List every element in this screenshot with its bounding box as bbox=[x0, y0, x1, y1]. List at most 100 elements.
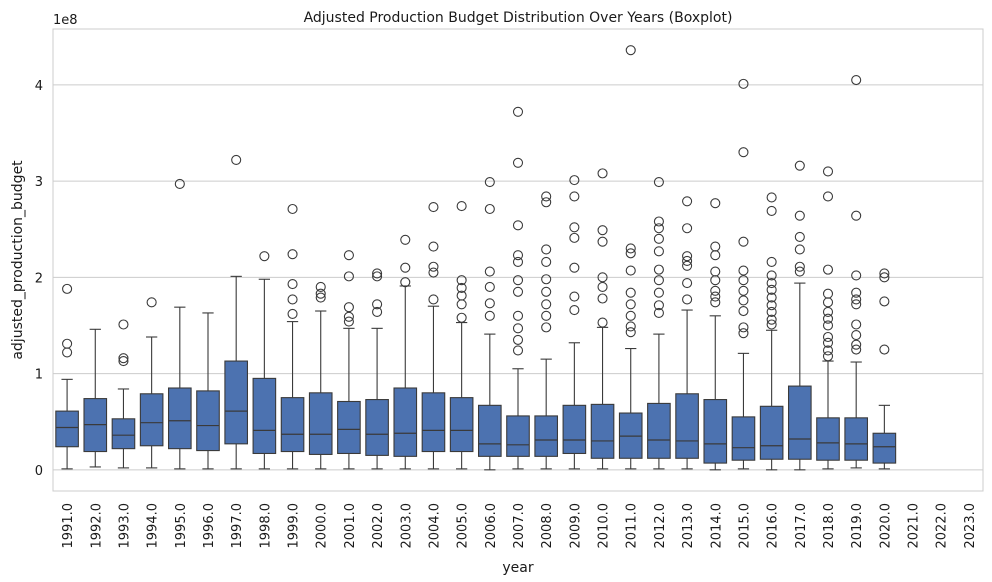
outlier-point bbox=[512, 334, 524, 345]
outlier-point bbox=[372, 306, 383, 318]
outlier-point bbox=[541, 274, 552, 285]
x-tick-label: 2014.0 bbox=[709, 503, 724, 549]
box-2015.0 bbox=[731, 78, 756, 470]
x-tick-label: 2007.0 bbox=[512, 503, 527, 549]
outlier-point bbox=[766, 300, 777, 311]
outlier-point bbox=[231, 154, 242, 165]
x-tick-label: 1993.0 bbox=[117, 503, 132, 549]
outlier-point bbox=[456, 275, 467, 286]
outlier-point bbox=[653, 287, 664, 298]
outlier-point bbox=[343, 316, 354, 327]
outlier-point bbox=[851, 210, 862, 221]
outlier-point bbox=[738, 295, 749, 306]
outlier-point bbox=[118, 319, 129, 330]
x-tick-label: 2019.0 bbox=[850, 503, 865, 549]
x-tick-label: 2018.0 bbox=[822, 503, 837, 549]
outlier-point bbox=[400, 277, 411, 288]
box-1991.0 bbox=[55, 283, 79, 470]
box-2018.0 bbox=[816, 166, 840, 470]
outlier-point bbox=[653, 246, 664, 257]
y-scale-label: 1e8 bbox=[53, 13, 78, 28]
x-axis-label: year bbox=[502, 560, 533, 576]
box-body bbox=[562, 404, 587, 455]
outlier-point bbox=[484, 298, 495, 309]
box-body bbox=[703, 399, 728, 464]
box-2014.0 bbox=[703, 198, 728, 471]
box-2009.0 bbox=[562, 175, 587, 470]
outlier-point bbox=[625, 299, 636, 310]
outlier-point bbox=[766, 314, 777, 325]
outlier-point bbox=[512, 345, 524, 356]
outlier-point bbox=[822, 351, 834, 362]
outlier-point bbox=[456, 290, 467, 301]
box-body bbox=[731, 416, 756, 461]
outlier-point bbox=[512, 286, 524, 297]
outlier-point bbox=[625, 327, 636, 338]
box-body bbox=[139, 393, 164, 447]
box-2010.0 bbox=[590, 168, 615, 470]
outlier-point bbox=[738, 236, 749, 247]
outlier-point bbox=[512, 275, 524, 286]
outlier-point bbox=[287, 294, 298, 305]
outlier-point bbox=[597, 225, 608, 236]
outlier-point bbox=[822, 264, 834, 275]
outlier-point bbox=[766, 306, 777, 318]
outlier-point bbox=[682, 260, 693, 271]
outlier-point bbox=[541, 299, 552, 310]
outlier-point bbox=[851, 319, 862, 330]
outlier-point bbox=[653, 307, 664, 318]
outlier-point bbox=[597, 272, 608, 283]
x-tick-label: 2012.0 bbox=[653, 503, 668, 549]
outlier-point bbox=[710, 291, 721, 302]
outlier-point bbox=[597, 293, 608, 304]
box-body bbox=[590, 403, 615, 459]
x-tick-label: 1992.0 bbox=[89, 503, 104, 549]
outlier-point bbox=[343, 271, 354, 282]
x-tick-label: 1999.0 bbox=[287, 503, 302, 549]
x-tick-label: 2017.0 bbox=[794, 503, 809, 549]
outlier-point bbox=[287, 203, 298, 215]
y-tick-label: 2 bbox=[35, 271, 43, 286]
x-tick-label: 2008.0 bbox=[540, 503, 555, 549]
box-2017.0 bbox=[787, 160, 812, 471]
box-1998.0 bbox=[252, 251, 277, 470]
outlier-point bbox=[625, 248, 636, 259]
outlier-point bbox=[766, 319, 777, 330]
outlier-point bbox=[710, 241, 721, 252]
outlier-point bbox=[372, 299, 383, 310]
box-1996.0 bbox=[196, 312, 220, 470]
outlier-point bbox=[512, 310, 524, 321]
box-body bbox=[337, 400, 361, 455]
outlier-point bbox=[738, 275, 749, 286]
outlier-point bbox=[653, 300, 664, 311]
outlier-point bbox=[569, 232, 580, 243]
outlier-point bbox=[484, 281, 495, 293]
outlier-point bbox=[569, 304, 580, 316]
outlier-point bbox=[541, 197, 552, 208]
outlier-point bbox=[738, 265, 749, 276]
x-tick-label: 2004.0 bbox=[427, 503, 442, 549]
outlier-point bbox=[512, 256, 524, 267]
box-body bbox=[534, 415, 559, 457]
x-tick-label: 1991.0 bbox=[61, 503, 76, 549]
box-body bbox=[647, 402, 671, 459]
outlier-point bbox=[794, 160, 805, 171]
outlier-point bbox=[428, 294, 439, 305]
outlier-point bbox=[738, 147, 749, 158]
outlier-point bbox=[794, 231, 805, 242]
outlier-point bbox=[569, 175, 580, 186]
outlier-point bbox=[766, 270, 777, 281]
outlier-point bbox=[372, 268, 383, 279]
outlier-point bbox=[822, 313, 834, 324]
box-2002.0 bbox=[365, 268, 389, 470]
box-2020.0 bbox=[872, 268, 897, 470]
box-2008.0 bbox=[534, 191, 559, 470]
outlier-point bbox=[794, 244, 805, 255]
outlier-point bbox=[541, 191, 552, 202]
outlier-point bbox=[822, 191, 834, 202]
outlier-point bbox=[879, 296, 890, 307]
outlier-point bbox=[822, 337, 834, 348]
outlier-point bbox=[682, 278, 693, 289]
box-body bbox=[252, 377, 277, 455]
outlier-point bbox=[569, 222, 580, 233]
